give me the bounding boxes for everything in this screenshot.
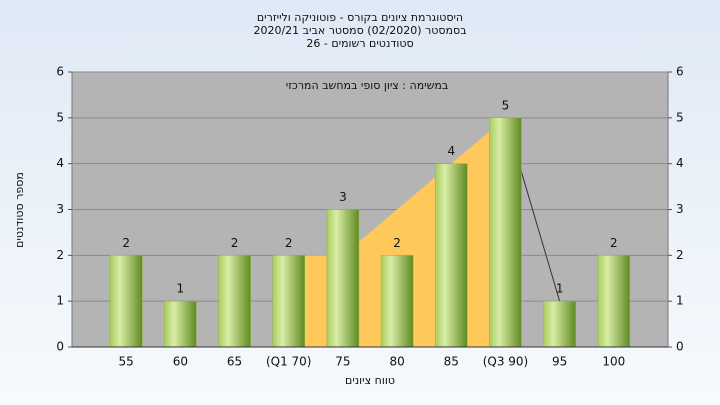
x-axis-label: טווח ציונים xyxy=(345,374,395,387)
x-tick-label: 100 xyxy=(602,355,625,369)
data-label: 2 xyxy=(393,236,401,250)
y-tick-label: 5 xyxy=(56,110,64,124)
bar xyxy=(326,209,360,348)
data-label: 2 xyxy=(285,236,293,250)
annotation: במשימה : ציון סופי במחשב המרכזי xyxy=(286,79,449,92)
bar xyxy=(109,255,143,348)
y2-tick-label: 4 xyxy=(676,156,684,170)
data-label: 4 xyxy=(447,144,455,158)
y-tick-label: 2 xyxy=(56,248,64,262)
bar xyxy=(218,255,251,348)
bar xyxy=(489,117,522,348)
data-label: 1 xyxy=(556,282,564,296)
data-label: 2 xyxy=(231,236,239,250)
chart-subtitle: סטודנטים רשומים - 26 xyxy=(306,37,413,50)
x-tick-label: 55 xyxy=(119,355,134,369)
x-tick-label: 65 xyxy=(227,355,242,369)
y2-tick-label: 5 xyxy=(676,110,684,124)
x-tick-label: 75 xyxy=(335,355,350,369)
y-tick-label: 0 xyxy=(56,340,64,354)
bar xyxy=(597,255,631,348)
y-tick-label: 1 xyxy=(56,294,64,308)
bar xyxy=(543,300,576,348)
bar xyxy=(164,300,197,348)
data-label: 3 xyxy=(339,190,347,204)
data-label: 2 xyxy=(610,236,618,250)
y2-tick-label: 1 xyxy=(676,294,684,308)
x-tick-label: 95 xyxy=(552,355,567,369)
y-tick-label: 6 xyxy=(56,65,64,79)
y2-tick-label: 6 xyxy=(676,65,684,79)
y2-tick-label: 3 xyxy=(676,202,684,216)
bar xyxy=(380,255,414,348)
y2-tick-label: 0 xyxy=(676,340,684,354)
chart-subtitle: בסמסטר (02/2020) סמסטר אביב 2020/21 xyxy=(253,24,466,37)
data-label: 1 xyxy=(177,282,185,296)
y-tick-label: 4 xyxy=(56,156,64,170)
y-tick-label: 3 xyxy=(56,202,64,216)
x-tick-label: 60 xyxy=(173,355,188,369)
x-tick-label: (Q1 70) xyxy=(266,355,312,369)
data-label: 2 xyxy=(122,236,130,250)
y-axis-label: מספר סטודנטים xyxy=(13,172,26,248)
x-tick-label: (Q3 90) xyxy=(483,355,529,369)
x-tick-label: 85 xyxy=(444,355,459,369)
data-label: 5 xyxy=(502,98,510,112)
bar xyxy=(272,255,305,348)
y2-tick-label: 2 xyxy=(676,248,684,262)
bar xyxy=(435,163,468,348)
chart-title: היסטוגרמת ציונים בקורס - פוטוניקה ולייזר… xyxy=(257,11,463,24)
x-tick-label: 80 xyxy=(389,355,404,369)
